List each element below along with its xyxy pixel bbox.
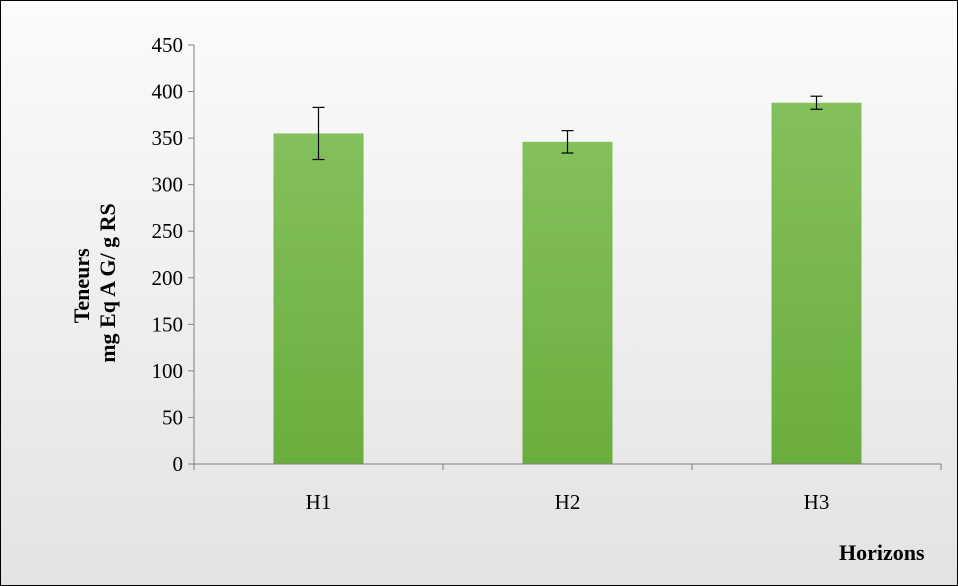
x-tick-label-h1: H1 <box>306 490 332 514</box>
axes-layer <box>188 44 942 470</box>
y-axis-title-line-2: mg Eq A G/ g RS <box>95 203 120 363</box>
x-tick-label-h2: H2 <box>555 490 581 514</box>
x-axis-title: Horizons <box>839 540 925 565</box>
y-tick-label-200: 200 <box>152 266 184 290</box>
error-bar-h1 <box>312 106 325 161</box>
y-tick-label-0: 0 <box>173 452 184 476</box>
y-tick-label-50: 50 <box>162 405 183 429</box>
y-tick-label-450: 450 <box>152 33 184 57</box>
y-tick-label-350: 350 <box>152 126 184 150</box>
error-bar-h3 <box>810 95 823 110</box>
y-tick-label-250: 250 <box>152 219 184 243</box>
bar-h2 <box>522 141 613 464</box>
y-tick-label-300: 300 <box>152 173 184 197</box>
error-bars-layer <box>312 95 823 161</box>
y-axis-title: Teneurs mg Eq A G/ g RS <box>69 203 120 363</box>
x-tick-label-h3: H3 <box>804 490 830 514</box>
bars-layer <box>273 102 862 465</box>
y-tick-label-400: 400 <box>152 80 184 104</box>
y-axis-title-line-1: Teneurs <box>69 248 94 323</box>
bar-h3 <box>771 102 862 465</box>
y-tick-label-100: 100 <box>152 359 184 383</box>
error-bar-h2 <box>561 130 574 154</box>
y-tick-label-150: 150 <box>152 312 184 336</box>
labels-layer: H1 H2 H3 0 50 100 150 200 250 300 350 400 450 <box>152 33 830 514</box>
bar-h1 <box>273 133 364 464</box>
